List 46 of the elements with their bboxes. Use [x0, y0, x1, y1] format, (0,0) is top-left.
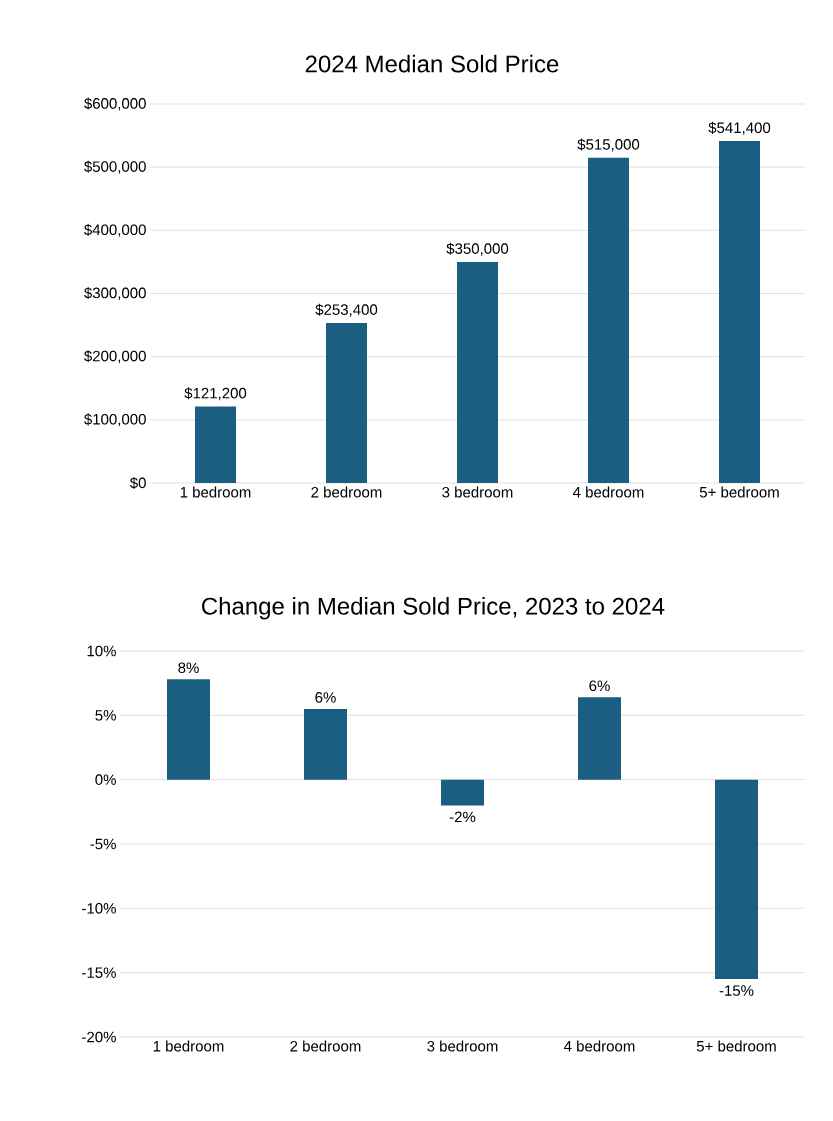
data-label: 6%: [589, 680, 610, 692]
y-tick-label: -20%: [82, 1031, 116, 1043]
y-tick-label: $600,000: [84, 97, 146, 111]
bar: [167, 679, 210, 780]
y-tick-label: 5%: [95, 710, 116, 721]
data-label: -15%: [719, 985, 754, 996]
bar: [719, 141, 761, 483]
x-tick-label: 5+ bedroom: [696, 1040, 776, 1052]
data-label: $253,400: [315, 303, 378, 317]
data-label: $350,000: [446, 242, 509, 256]
y-tick-label: 10%: [87, 645, 116, 657]
x-tick-label: 2 bedroom: [290, 1040, 361, 1052]
bar: [588, 157, 629, 483]
y-tick-label: -5%: [90, 838, 116, 850]
y-tick-label: $300,000: [84, 286, 146, 300]
bar: [457, 261, 498, 483]
data-label: $515,000: [577, 138, 640, 152]
y-tick-label: -15%: [82, 967, 116, 978]
y-tick-label: 0%: [95, 774, 116, 785]
y-tick-label: $200,000: [84, 350, 146, 364]
bar: [715, 779, 759, 980]
data-label: -2%: [449, 811, 476, 823]
x-tick-label: 4 bedroom: [563, 1040, 635, 1052]
bar: [441, 779, 484, 806]
x-tick-label: 5+ bedroom: [699, 486, 779, 498]
chart-title: 2024 Median Sold Price: [305, 54, 559, 73]
x-tick-label: 3 bedroom: [442, 486, 513, 498]
bar: [326, 322, 367, 483]
chart-title: Change in Median Sold Price, 2023 to 2024: [202, 597, 665, 620]
data-label: $121,200: [184, 387, 247, 401]
y-tick-label: $0: [129, 476, 146, 490]
bar: [195, 406, 236, 483]
y-tick-label: $100,000: [84, 413, 146, 427]
data-label: $541,400: [708, 121, 771, 135]
y-tick-label: -10%: [82, 903, 116, 914]
x-tick-label: 3 bedroom: [427, 1040, 498, 1052]
data-label: 6%: [315, 692, 336, 703]
bar: [304, 708, 347, 780]
x-tick-label: 1 bedroom: [153, 1040, 224, 1052]
data-label: 8%: [178, 662, 199, 674]
x-tick-label: 2 bedroom: [311, 486, 382, 498]
x-tick-label: 4 bedroom: [572, 486, 644, 498]
x-tick-label: 1 bedroom: [180, 486, 251, 498]
y-tick-label: $400,000: [84, 223, 146, 237]
y-tick-label: $500,000: [84, 160, 146, 174]
bar: [578, 697, 622, 780]
